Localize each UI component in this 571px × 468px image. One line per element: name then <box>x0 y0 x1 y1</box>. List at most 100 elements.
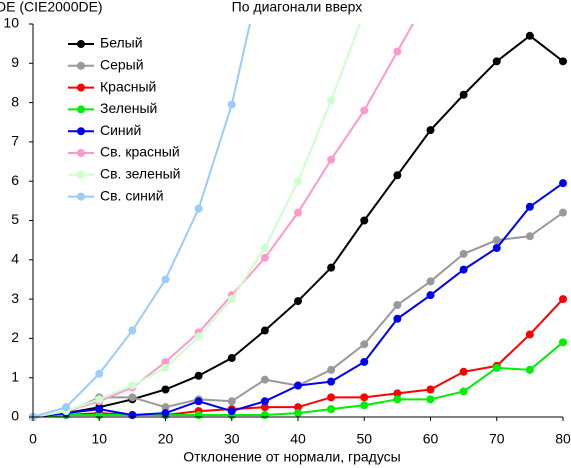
y-tick-label: 7 <box>11 133 19 149</box>
data-point <box>393 314 402 323</box>
legend-marker <box>77 170 85 179</box>
data-point <box>294 297 302 306</box>
x-tick-label: 40 <box>290 431 306 447</box>
x-tick-label: 30 <box>224 431 240 447</box>
data-point <box>360 393 369 402</box>
data-point <box>260 397 269 406</box>
y-tick-label: 2 <box>11 329 19 345</box>
data-point <box>161 275 170 284</box>
data-point <box>393 300 402 309</box>
x-tick-label: 50 <box>356 431 372 447</box>
data-point <box>559 338 567 347</box>
x-axis-label: Отклонение от нормали, градусы <box>183 449 400 465</box>
series-line <box>32 24 361 418</box>
y-tick-label: 0 <box>11 408 19 424</box>
data-point <box>426 291 435 300</box>
y-tick-label: 4 <box>11 251 19 267</box>
data-point <box>492 57 501 66</box>
data-point <box>260 411 269 420</box>
data-point <box>128 381 137 390</box>
data-point <box>327 365 336 374</box>
y-tick-label: 6 <box>11 172 19 188</box>
chart-title: По диагонали вверх <box>232 0 363 15</box>
data-point <box>393 395 402 404</box>
y-tick-label: 8 <box>11 93 19 109</box>
data-point <box>194 371 203 380</box>
x-tick-label: 20 <box>158 431 174 447</box>
data-point <box>360 340 369 349</box>
data-point <box>426 395 435 404</box>
data-point <box>525 232 534 241</box>
data-point <box>260 375 269 384</box>
legend-marker <box>77 61 85 70</box>
legend-label: Синий <box>100 122 141 138</box>
data-point <box>393 171 402 180</box>
x-tick-label: 0 <box>29 431 37 447</box>
data-point <box>459 367 468 376</box>
series-line <box>32 24 251 418</box>
data-point <box>525 365 534 374</box>
data-point <box>260 326 269 335</box>
data-point <box>227 407 236 416</box>
legend-label: Св. синий <box>100 187 164 203</box>
data-point <box>294 381 302 390</box>
data-point <box>525 330 534 339</box>
data-point <box>95 369 104 378</box>
data-point <box>360 401 369 410</box>
data-point <box>559 179 567 188</box>
data-point <box>260 253 269 262</box>
legend-label: Серый <box>100 57 144 73</box>
legend-marker <box>77 127 85 136</box>
data-point <box>327 405 336 414</box>
data-point <box>227 397 236 406</box>
data-point <box>294 409 302 418</box>
data-point <box>459 249 468 258</box>
legend-label: Св. красный <box>100 144 180 160</box>
data-point <box>426 277 435 286</box>
data-point <box>559 295 567 304</box>
data-point <box>95 405 104 414</box>
y-tick-label: 5 <box>11 211 19 227</box>
legend-marker <box>77 105 85 114</box>
y-tick-label: 1 <box>11 368 19 384</box>
data-point <box>393 389 402 398</box>
legend-marker <box>77 149 85 157</box>
data-point <box>194 397 203 406</box>
data-point <box>128 393 137 402</box>
data-point <box>559 57 567 66</box>
data-point <box>161 385 170 394</box>
data-point <box>393 47 402 56</box>
data-point <box>161 357 170 366</box>
data-point <box>161 363 170 372</box>
data-point <box>492 363 501 372</box>
legend-marker <box>77 40 85 48</box>
data-point <box>194 411 203 420</box>
data-point <box>426 126 435 135</box>
data-point <box>161 403 170 412</box>
data-point <box>327 155 336 164</box>
y-tick-label: 3 <box>11 290 19 306</box>
data-point <box>525 31 534 40</box>
y-axis-label: DE (CIE2000DE) <box>0 0 103 15</box>
x-tick-label: 80 <box>555 431 571 447</box>
data-point <box>194 204 203 213</box>
data-point <box>327 96 336 105</box>
data-point <box>128 411 137 420</box>
legend-marker <box>77 192 85 201</box>
legend-label: Зеленый <box>100 100 157 116</box>
y-tick-label: 9 <box>11 54 19 70</box>
data-point <box>294 208 302 217</box>
data-point <box>227 100 236 109</box>
data-point <box>559 208 567 217</box>
data-point <box>360 216 369 225</box>
data-point <box>492 244 501 253</box>
data-point <box>62 403 71 412</box>
data-point <box>294 403 302 412</box>
data-point <box>327 263 336 272</box>
data-point <box>260 403 269 412</box>
x-tick-label: 10 <box>91 431 107 447</box>
data-point <box>426 385 435 394</box>
x-tick-label: 70 <box>489 431 505 447</box>
data-point <box>459 387 468 396</box>
